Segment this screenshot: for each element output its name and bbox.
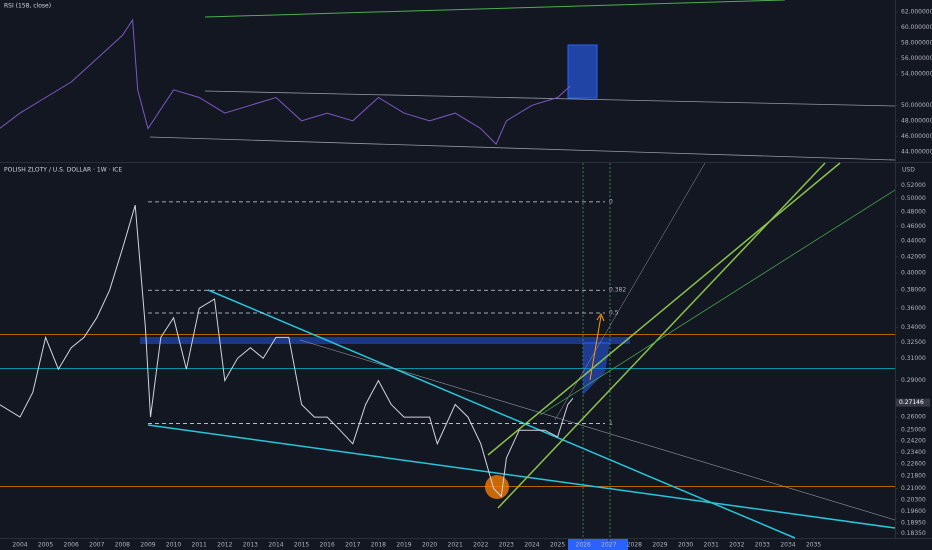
y-tick-label: 0.40000 — [901, 270, 926, 277]
marker-circle — [485, 475, 509, 499]
y-tick-label: 0.25000 — [901, 427, 926, 434]
price-badge-label: 0.27146 — [899, 399, 924, 406]
zone — [140, 337, 630, 344]
price-line — [0, 18, 571, 145]
y-tick-label: 0.32500 — [901, 339, 926, 346]
trendline — [299, 339, 896, 521]
fib-label: 0.5 — [609, 309, 619, 316]
x-tick-label: 2024 — [524, 542, 539, 549]
y-tick-label: 0.24200 — [901, 438, 926, 445]
y-tick-label: 0.42000 — [901, 253, 926, 260]
trendline — [147, 424, 896, 529]
x-tick-label: 2020 — [422, 542, 437, 549]
y-tick-label: 0.31000 — [901, 355, 926, 362]
highlight-box — [567, 44, 598, 99]
x-tick-label: 2029 — [652, 542, 667, 549]
trendline — [207, 289, 796, 539]
trendline — [204, 0, 786, 18]
x-tick-label: 2023 — [499, 542, 514, 549]
y-tick-label: 0.18950 — [901, 519, 926, 526]
y-tick-label: 0.50000 — [901, 195, 926, 202]
x-tick-label: 2035 — [806, 542, 821, 549]
y-tick-label: 0.19600 — [901, 508, 926, 515]
y-tick-label: 0.20300 — [901, 496, 926, 503]
x-tick-label: 2013 — [243, 542, 258, 549]
x-tick-label: 2017 — [345, 542, 360, 549]
projection-box — [583, 342, 610, 395]
channel-line — [487, 162, 841, 456]
x-tick-label: 2027 — [601, 542, 616, 549]
fib-label: 0.382 — [609, 287, 626, 294]
x-tick-label: 2010 — [166, 542, 181, 549]
pane-title: RSI (158, close) — [4, 3, 51, 10]
y-tick-label: 0.38000 — [901, 287, 926, 294]
x-tick-label: 2022 — [473, 542, 488, 549]
y-tick-label: 0.22600 — [901, 460, 926, 467]
x-tick-label: 2018 — [371, 542, 386, 549]
arrow — [589, 312, 605, 381]
channel-line — [497, 162, 826, 509]
fib-label: 1 — [609, 420, 613, 427]
x-tick-label: 2032 — [729, 542, 744, 549]
y-tick-label: 0.36000 — [901, 305, 926, 312]
x-tick-label: 2028 — [627, 542, 642, 549]
channel-line — [539, 189, 896, 416]
x-tick-label: 2030 — [678, 542, 693, 549]
x-tick-label: 2005 — [38, 542, 53, 549]
price-axis — [895, 0, 932, 550]
x-tick-label: 2009 — [140, 542, 155, 549]
y-tick-label: 0.29000 — [901, 377, 926, 384]
y-tick-label: 0.44000 — [901, 238, 926, 245]
x-tick-label: 2006 — [64, 542, 79, 549]
fib-label: 0 — [609, 198, 613, 205]
y-tick-label: 0.52000 — [901, 182, 926, 189]
x-tick-label: 2019 — [396, 542, 411, 549]
x-tick-label: 2015 — [294, 542, 309, 549]
x-tick-label: 2007 — [89, 542, 104, 549]
x-tick-label: 2008 — [115, 542, 130, 549]
price-line — [0, 205, 574, 498]
trendline — [149, 136, 896, 161]
time-highlight — [568, 539, 628, 550]
y-tick-label: 0.26000 — [901, 414, 926, 421]
y-tick-label: 0.23400 — [901, 449, 926, 456]
y-tick-label: 0.21000 — [901, 485, 926, 492]
y-tick-label: 0.18350 — [901, 530, 926, 537]
x-tick-label: 2014 — [268, 542, 283, 549]
y-tick-label: 0.21800 — [901, 472, 926, 479]
x-tick-label: 2021 — [448, 542, 463, 549]
pane-title: POLISH ZLOTY / U.S. DOLLAR · 1W · ICE — [4, 167, 122, 174]
x-tick-label: 2031 — [704, 542, 719, 549]
trendline — [204, 90, 896, 107]
trendline — [554, 162, 706, 421]
y-tick-label: 0.48000 — [901, 209, 926, 216]
x-tick-label: 2033 — [755, 542, 770, 549]
y-tick-label: 0.34000 — [901, 324, 926, 331]
x-tick-label: 2026 — [576, 542, 591, 549]
x-tick-label: 2016 — [320, 542, 335, 549]
currency-label: USD — [902, 167, 915, 174]
x-tick-label: 2004 — [12, 542, 27, 549]
x-tick-label: 2012 — [217, 542, 232, 549]
y-tick-label: 0.46000 — [901, 223, 926, 230]
x-tick-label: 2034 — [780, 542, 795, 549]
price-badge — [896, 398, 930, 407]
x-tick-label: 2025 — [550, 542, 565, 549]
x-tick-label: 2011 — [192, 542, 207, 549]
